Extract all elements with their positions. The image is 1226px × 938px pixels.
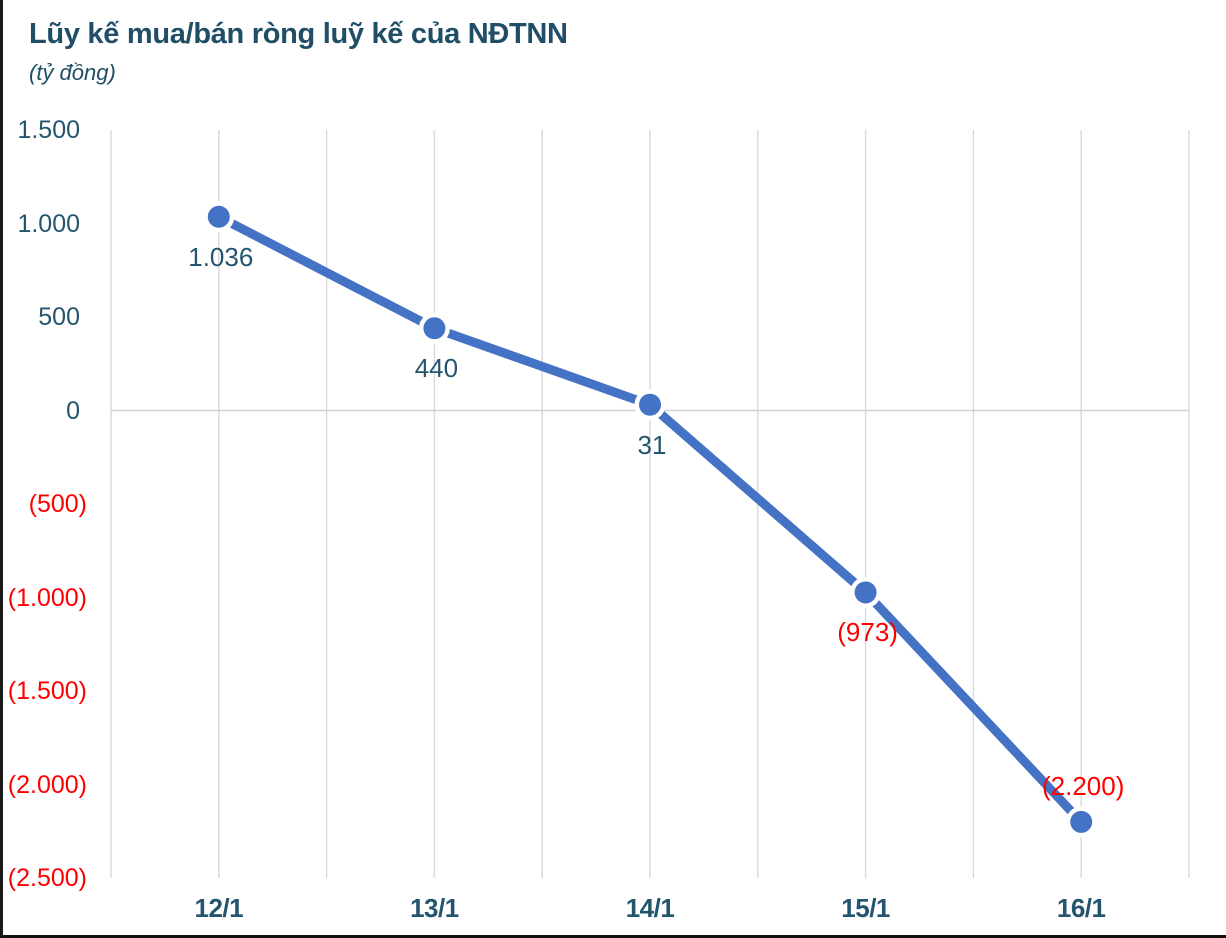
x-axis-tick-label: 13/1 xyxy=(410,893,459,923)
data-label: (2.200) xyxy=(1041,770,1125,801)
y-axis-tick-label: 1.000 xyxy=(17,209,80,238)
y-axis-tick-label: (1.500) xyxy=(7,677,87,705)
data-label: 440 xyxy=(414,353,459,384)
y-axis-tick-label: 0 xyxy=(66,396,80,425)
data-point-marker xyxy=(423,317,446,340)
data-point-marker xyxy=(854,581,877,604)
y-axis-tick-label: (1.000) xyxy=(7,583,87,612)
data-label: 1.036 xyxy=(188,241,254,272)
data-label: (973) xyxy=(837,617,898,648)
x-axis-tick-label: 15/1 xyxy=(841,893,890,923)
data-point-marker xyxy=(639,393,661,416)
x-axis-tick-label: 16/1 xyxy=(1056,893,1106,923)
chart-unit-label: (tỷ đồng) xyxy=(29,60,116,85)
line-chart-plot xyxy=(110,130,1190,878)
data-point-marker xyxy=(207,205,230,228)
y-axis-tick-label: (2.000) xyxy=(7,770,87,799)
x-axis-tick-label: 14/1 xyxy=(625,893,675,923)
chart-title: Lũy kế mua/bán ròng luỹ kế của NĐTNN xyxy=(29,18,568,50)
y-axis-tick-label: 1.500 xyxy=(17,116,80,144)
x-axis-tick-label: 12/1 xyxy=(194,893,244,923)
series-markers xyxy=(203,201,1097,838)
data-label: 31 xyxy=(637,429,667,460)
data-point-marker xyxy=(1070,810,1093,833)
y-axis-tick-label: 500 xyxy=(38,303,80,331)
y-axis-tick-label: (500) xyxy=(28,490,87,518)
y-axis-tick-label: (2.500) xyxy=(7,864,87,892)
